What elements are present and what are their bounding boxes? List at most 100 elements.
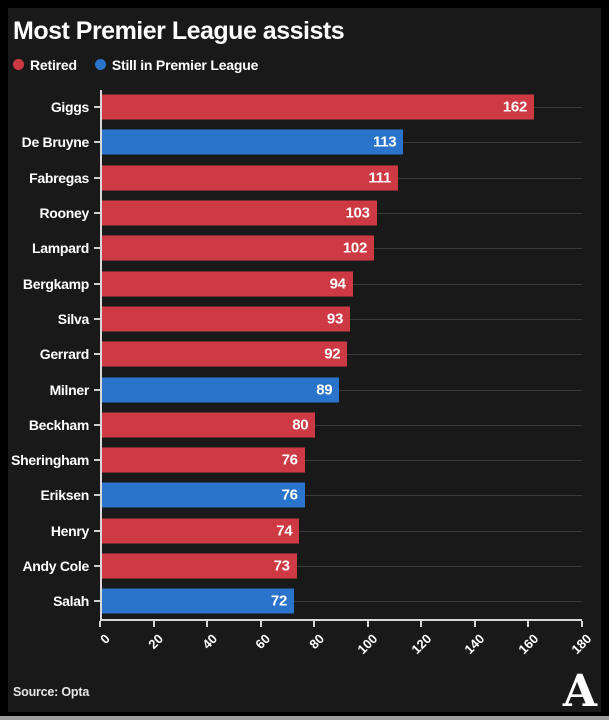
x-tick-mark-icon: [259, 620, 262, 627]
row-label-cell: Sheringham: [8, 442, 100, 477]
legend-item-retired: Retired: [13, 57, 77, 73]
bar: 73: [102, 553, 297, 579]
row-label-cell: Rooney: [8, 195, 100, 230]
bar: 103: [102, 200, 377, 226]
bottom-edge-strip: [0, 716, 609, 720]
bar: 74: [102, 518, 300, 544]
x-tick-label: 140: [461, 630, 488, 657]
row-label-cell: Milner: [8, 372, 100, 407]
x-tick-label: 80: [305, 630, 327, 652]
bar: 92: [102, 341, 348, 367]
bar-row: Salah 72: [8, 583, 601, 619]
gridline: [102, 460, 582, 462]
player-label: Fabregas: [29, 169, 89, 186]
chart-rows: Giggs 162 De Bruyne 113 Fabregas 111 Rooney 103…: [8, 89, 601, 619]
player-label: Eriksen: [40, 487, 90, 504]
y-tick-icon: [94, 141, 100, 144]
chart-panel: Most Premier League assists Retired Stil…: [8, 8, 601, 717]
player-label: Bergkamp: [22, 275, 89, 292]
player-label: Rooney: [39, 205, 89, 222]
legend-label-active: Still in Premier League: [111, 56, 259, 73]
bar-value: 113: [373, 133, 397, 151]
row-label-cell: De Bruyne: [8, 125, 100, 160]
y-tick-icon: [94, 423, 100, 426]
y-tick-icon: [94, 176, 100, 179]
plot-cell: 94: [100, 265, 582, 302]
y-tick-icon: [94, 106, 100, 109]
x-tick-mark-icon: [581, 620, 583, 627]
bar-value: 111: [368, 169, 392, 187]
legend-label-retired: Retired: [30, 56, 77, 73]
y-tick-icon: [94, 282, 100, 285]
gridline: [102, 530, 582, 532]
bar: 111: [102, 165, 398, 191]
x-tick-label: 60: [252, 630, 274, 652]
row-label-cell: Salah: [8, 584, 100, 619]
y-tick-icon: [94, 388, 100, 391]
bar-value: 72: [270, 592, 287, 610]
bar-value: 102: [342, 239, 367, 257]
bar-value: 93: [326, 310, 343, 328]
row-label-cell: Eriksen: [8, 478, 100, 513]
gridline: [102, 495, 582, 497]
plot-cell: 72: [100, 583, 582, 619]
x-tick-mark-icon: [206, 620, 209, 627]
x-axis: 0 20 40 60 80 100 120 140 160 180: [97, 618, 595, 657]
y-tick-icon: [94, 353, 100, 356]
chart-title: Most Premier League assists: [13, 17, 345, 45]
gridline: [102, 424, 582, 426]
plot-cell: 80: [100, 407, 582, 443]
bar-value: 103: [345, 204, 370, 222]
bar-row: Eriksen 76: [8, 477, 601, 514]
plot-cell: 102: [100, 230, 582, 266]
legend-dot-active-icon: [94, 59, 106, 70]
row-label-cell: Andy Cole: [8, 548, 100, 583]
plot-cell: 76: [100, 477, 582, 514]
x-tick-label: 160: [515, 630, 542, 657]
player-label: Milner: [49, 381, 90, 398]
bar: 94: [102, 271, 353, 297]
y-tick-icon: [94, 529, 100, 532]
x-tick-label: 20: [145, 630, 167, 652]
bar-value: 89: [316, 381, 333, 399]
player-label: Silva: [57, 310, 90, 327]
row-label-cell: Henry: [8, 513, 100, 548]
player-label: Henry: [50, 522, 89, 539]
x-tick-label: 40: [198, 630, 220, 652]
row-label-cell: Silva: [8, 301, 100, 336]
player-label: Giggs: [50, 99, 89, 116]
row-label-cell: Gerrard: [8, 337, 100, 372]
athletic-logo-icon: A: [562, 666, 597, 717]
y-tick-icon: [94, 212, 100, 215]
bar-row: Fabregas 111: [8, 160, 601, 196]
plot-cell: 162: [100, 89, 582, 125]
plot-cell: 89: [100, 371, 582, 408]
x-tick-mark-icon: [99, 620, 101, 627]
bar: 113: [102, 129, 404, 155]
player-label: Andy Cole: [22, 558, 89, 574]
legend: Retired Still in Premier League: [13, 55, 601, 75]
y-tick-icon: [94, 317, 100, 320]
bar-row: Rooney 103: [8, 195, 601, 231]
bar: 162: [102, 94, 534, 120]
bar-value: 162: [502, 98, 527, 116]
plot-cell: 92: [100, 336, 582, 372]
x-tick-mark-icon: [420, 620, 423, 627]
row-label-cell: Giggs: [8, 90, 100, 125]
plot-cell: 111: [100, 160, 582, 196]
bar: 80: [102, 412, 316, 438]
x-tick-mark-icon: [366, 620, 369, 627]
player-label: De Bruyne: [21, 134, 90, 151]
bar: 72: [102, 588, 294, 614]
row-label-cell: Lampard: [8, 231, 100, 266]
x-tick-label: 0: [96, 630, 113, 647]
bar-value: 73: [273, 557, 290, 575]
bar: 93: [102, 306, 350, 332]
plot-cell: 103: [100, 195, 582, 231]
bar: 89: [102, 377, 340, 403]
row-label-cell: Beckham: [8, 407, 100, 442]
bar-value: 76: [281, 451, 298, 469]
row-label-cell: Bergkamp: [8, 266, 100, 301]
y-tick-icon: [94, 494, 100, 497]
bar-row: Beckham 80: [8, 407, 601, 443]
